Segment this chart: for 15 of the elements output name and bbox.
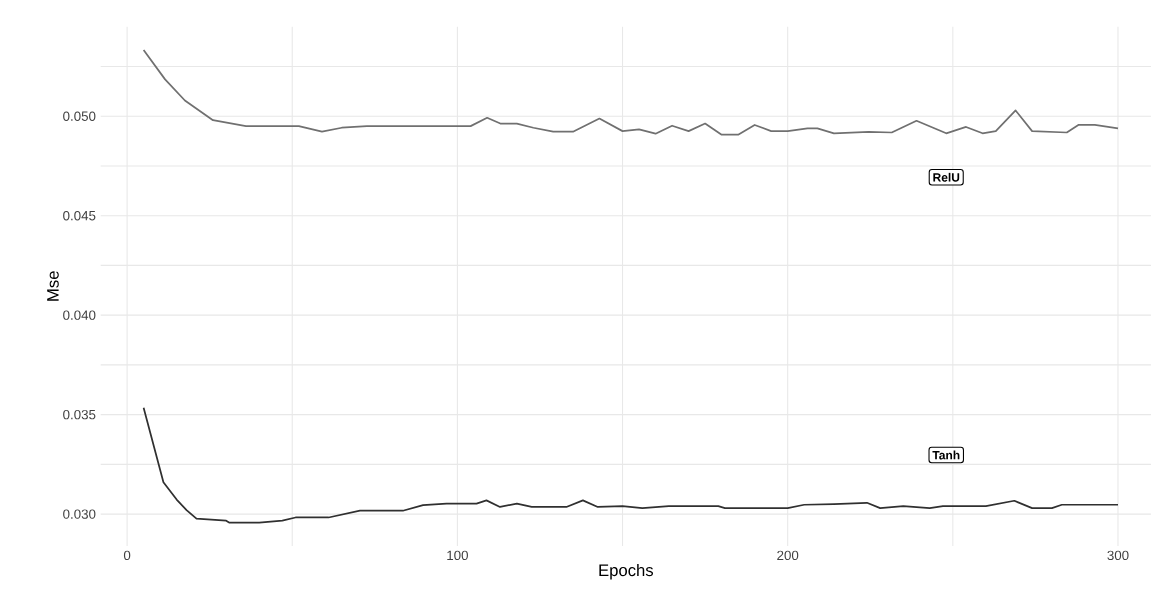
line-series	[142, 49, 1119, 136]
line-series	[142, 406, 1119, 524]
x-axis-title: Epochs	[599, 563, 654, 580]
x-tick-label: 200	[777, 550, 799, 561]
x-tick-label: 100	[447, 550, 468, 561]
x-tick-label: 0	[123, 550, 131, 561]
y-axis-title: Mse	[47, 271, 59, 301]
y-tick-label: 0.035	[63, 409, 96, 420]
annotation: RelU	[933, 172, 960, 182]
y-tick-label: 0.040	[63, 310, 96, 320]
y-tick-label: 0.030	[63, 509, 96, 519]
y-tick-label: 0.050	[63, 111, 96, 121]
x-tick-label: 300	[1107, 550, 1129, 561]
annotation: Tanh	[932, 450, 960, 460]
y-tick-label: 0.045	[63, 210, 96, 221]
